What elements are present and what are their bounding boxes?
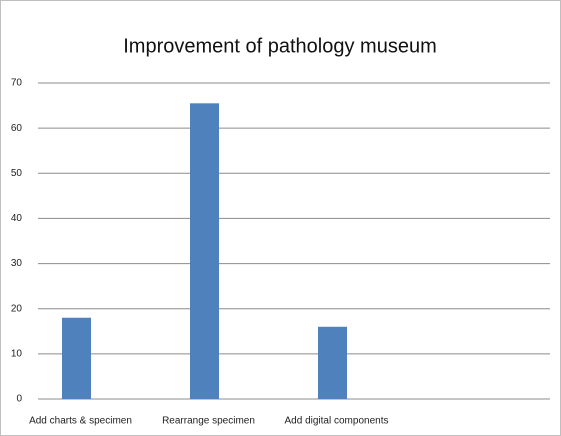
chart-title: Improvement of pathology museum [123,35,437,57]
x-tick-label: Add digital components [285,416,389,427]
y-tick-label: 60 [11,123,23,134]
y-tick-label: 50 [11,168,23,179]
x-tick-label: Add charts & specimen [29,416,132,427]
y-tick-label: 0 [16,394,22,405]
x-tick-label: Rearrange specimen [162,416,255,427]
y-tick-label: 30 [11,258,23,269]
bar [62,317,91,399]
y-tick-label: 70 [11,78,23,89]
y-tick-label: 10 [11,348,23,359]
y-tick-label: 20 [11,303,23,314]
bar [190,103,219,400]
y-tick-label: 40 [11,213,23,224]
bar [318,326,347,399]
